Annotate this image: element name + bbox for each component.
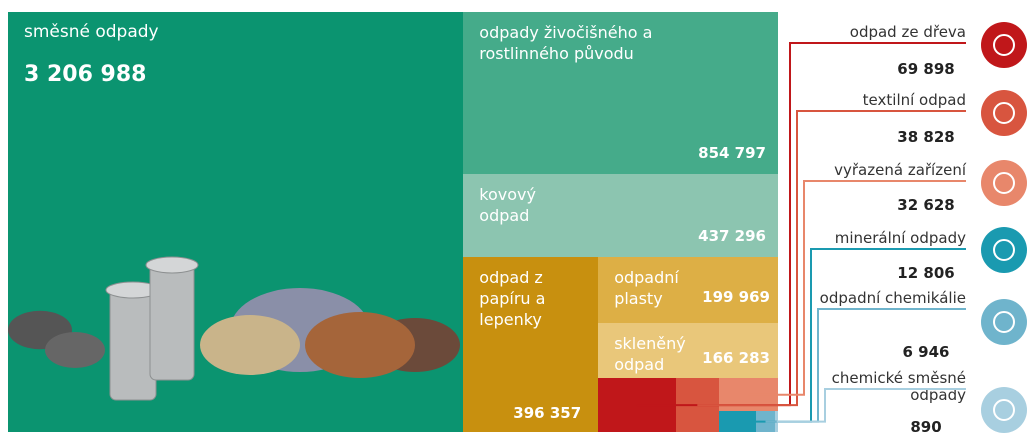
legend-label: odpadní chemikálie bbox=[819, 289, 966, 307]
legend-label: vyřazená zařízení bbox=[834, 161, 966, 179]
legend-label: chemické směsné odpady bbox=[831, 369, 966, 404]
legend-icon-glyph bbox=[993, 34, 1015, 56]
legend-value: 12 806 bbox=[897, 264, 955, 282]
legend-label: textilní odpad bbox=[862, 91, 966, 109]
cell-label: směsné odpady bbox=[24, 22, 159, 42]
legend-icon bbox=[981, 90, 1027, 136]
legend-icon-glyph bbox=[993, 172, 1015, 194]
legend-icon bbox=[981, 299, 1027, 345]
legend-icon-glyph bbox=[993, 399, 1015, 421]
legend-value: 32 628 bbox=[897, 196, 955, 214]
treemap-cell bbox=[775, 411, 778, 432]
treemap-cell bbox=[755, 411, 776, 432]
legend-icon-glyph bbox=[993, 311, 1015, 333]
connector bbox=[765, 308, 966, 423]
treemap-cell bbox=[718, 378, 778, 412]
legend-value: 69 898 bbox=[897, 60, 955, 78]
legend-value: 890 bbox=[910, 418, 942, 435]
cell-value: 199 969 bbox=[702, 287, 770, 306]
cell-value: 854 797 bbox=[698, 143, 766, 162]
legend-label: odpad ze dřeva bbox=[849, 23, 966, 41]
legend-icon bbox=[981, 387, 1027, 433]
treemap-cell bbox=[675, 378, 719, 432]
cell-label: odpadní plasty bbox=[614, 267, 679, 308]
legend-icon-glyph bbox=[993, 102, 1015, 124]
legend-icon bbox=[981, 160, 1027, 206]
legend-label: minerální odpady bbox=[834, 229, 966, 247]
legend-icon bbox=[981, 227, 1027, 273]
legend-icon bbox=[981, 22, 1027, 68]
cell-label: skleněný odpad bbox=[614, 334, 686, 375]
cell-value: 166 283 bbox=[702, 348, 770, 367]
cell-value: 437 296 bbox=[698, 226, 766, 245]
legend-value: 38 828 bbox=[897, 128, 955, 146]
cell-label: odpady živočišného a rostlinného původu bbox=[479, 23, 653, 63]
cell-label: odpad z papíru a lepenky bbox=[479, 267, 546, 329]
cell-value: 3 206 988 bbox=[24, 62, 147, 87]
treemap-cell bbox=[463, 256, 599, 432]
cell-value: 396 357 bbox=[513, 404, 582, 422]
cell-label: kovový odpad bbox=[479, 184, 536, 225]
legend-icon-glyph bbox=[993, 239, 1015, 261]
treemap-cell bbox=[598, 378, 676, 432]
treemap-cell bbox=[718, 411, 756, 432]
legend-value: 6 946 bbox=[902, 343, 950, 361]
